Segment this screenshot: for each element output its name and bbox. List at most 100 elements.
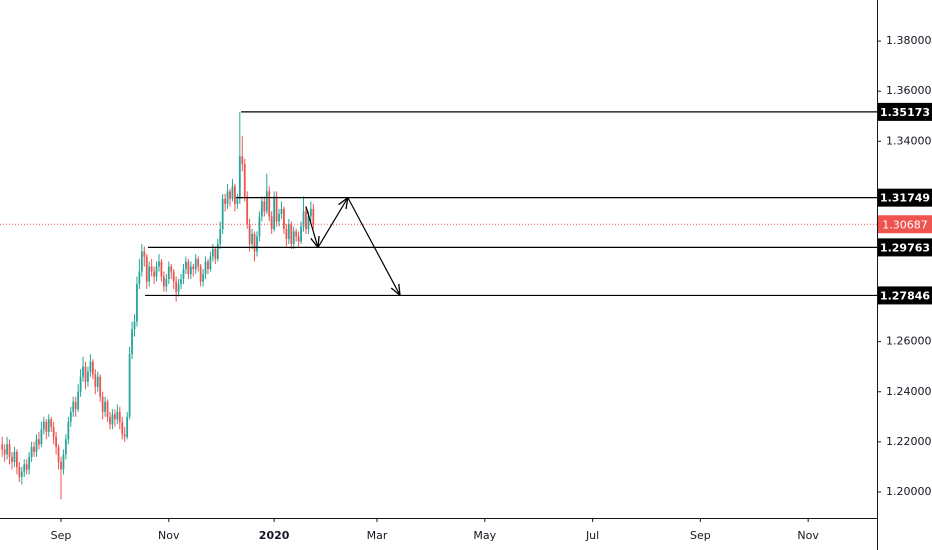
candle-body [292,231,295,244]
candle-body [187,261,190,275]
candle-body [94,374,97,387]
candle-body [251,233,253,244]
candle-body [91,361,94,375]
candle-body [221,198,224,229]
candle-body [64,439,67,455]
level-label-bg [878,102,932,121]
candle-body [11,456,13,462]
candle-body [8,444,11,457]
candle-body [57,446,60,462]
candle-body [226,191,229,204]
candle-body [177,284,180,292]
candle-body [23,464,26,472]
x-tick-label: Mar [367,529,388,542]
candle-body [253,233,256,252]
x-tick-label: May [473,529,496,542]
candle-body [280,208,283,214]
candle-body [77,391,80,410]
candle-body [136,284,138,322]
candle-body [133,321,136,330]
candle-body [268,191,271,217]
candle-body [307,216,310,229]
candle-body [116,411,119,420]
candle-body [305,211,307,229]
candle-body [199,266,202,282]
candle-body [72,401,75,412]
level-label: 1.31749 [880,192,930,205]
candle-body [312,208,315,225]
projection-arrow [305,206,318,247]
candle-body [30,446,33,457]
candle-body [60,461,62,470]
level-label-bg [878,188,932,207]
candle-body [126,416,129,437]
candle-body [182,269,185,280]
candle-body [167,266,170,280]
candle-body [185,261,187,270]
candle-body [99,376,102,397]
candle-body [290,223,293,244]
last-price-label-bg [878,215,932,234]
candle-body [216,243,219,259]
candle-body [162,276,165,287]
candle-body [297,236,300,242]
candle-body [33,446,35,452]
candle-body [47,419,50,432]
candle-body [285,228,288,239]
candle-body [236,198,239,204]
projection-arrow [347,197,400,296]
y-tick-label: 1.20000 [886,485,932,498]
candle-body [231,186,234,199]
candle-body [3,449,6,455]
x-tick-label: Sep [51,529,72,542]
candle-body [256,236,258,252]
candle-body [153,271,155,277]
level-label: 1.35173 [880,106,930,119]
last-price-label: 1.30687 [882,218,928,231]
candle-body [287,223,290,239]
candle-body [1,444,4,450]
candle-body [82,366,84,377]
level-label-bg [878,286,932,305]
candle-body [67,421,70,440]
candle-body [38,439,40,445]
candle-body [263,201,266,212]
x-tick-label: 2020 [259,529,290,542]
x-tick-label: Jul [585,529,599,542]
level-label: 1.27846 [880,289,930,302]
y-tick-label: 1.22000 [886,435,932,448]
candle-body [270,216,273,229]
candle-body [219,228,222,244]
candle-body [84,366,87,382]
candle-body [143,251,146,257]
candle-body [109,416,111,425]
candle-body [160,261,163,277]
level-label: 1.29763 [880,241,930,254]
candle-body [101,396,104,412]
candle-body [295,231,298,237]
y-tick-label: 1.26000 [886,335,932,348]
candle-body [79,376,82,392]
x-tick-label: Nov [797,529,819,542]
candle-body [197,259,200,267]
candle-body [13,451,16,462]
candle-body [145,256,148,282]
candle-body [224,198,227,204]
x-tick-label: Nov [158,529,180,542]
candle-body [258,216,261,237]
candle-body [62,454,65,470]
candle-body [234,186,236,204]
level-label-bg [878,238,932,257]
candle-body [6,444,9,455]
candle-body [40,429,43,445]
candle-body [148,266,151,282]
candle-body [194,259,197,270]
candle-body [16,451,18,467]
candle-body [172,271,175,282]
candle-body [204,261,207,275]
candle-body [69,411,72,422]
candle-body [118,411,121,422]
candle-body [165,279,168,287]
x-tick-label: Sep [690,529,711,542]
